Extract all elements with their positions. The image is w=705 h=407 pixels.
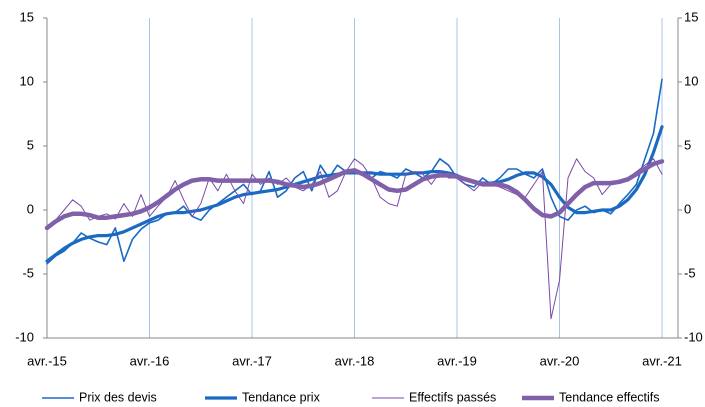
x-tick-label: avr.-20 [540,353,580,368]
y2-tick-label: 5 [684,137,691,152]
series-line [44,159,665,231]
y-tick-label: -5 [22,265,34,280]
y2-tick-label: -10 [684,329,703,344]
x-tick-label: avr.-18 [335,353,375,368]
x-tick-label: avr.-15 [27,353,67,368]
y-tick-label: 15 [20,9,34,24]
series-line [46,158,663,320]
y-tick-label: 5 [27,137,34,152]
x-tick-label: avr.-17 [232,353,272,368]
legend-label: Tendance effectifs [559,390,660,404]
x-tick-label: avr.-19 [437,353,477,368]
series-line [45,125,664,263]
y-tick-label: 10 [20,73,34,88]
y2-tick-label: -5 [684,265,696,280]
legend-label: Tendance prix [242,390,321,404]
y2-tick-label: 15 [684,9,698,24]
legend-label: Effectifs passés [409,390,496,404]
y2-tick-label: 10 [684,73,698,88]
x-tick-label: avr.-21 [642,353,682,368]
legend-label: Prix des devis [79,390,157,404]
y-tick-label: 0 [27,201,34,216]
y-tick-label: -10 [15,329,34,344]
x-tick-label: avr.-16 [130,353,170,368]
y2-tick-label: 0 [684,201,691,216]
